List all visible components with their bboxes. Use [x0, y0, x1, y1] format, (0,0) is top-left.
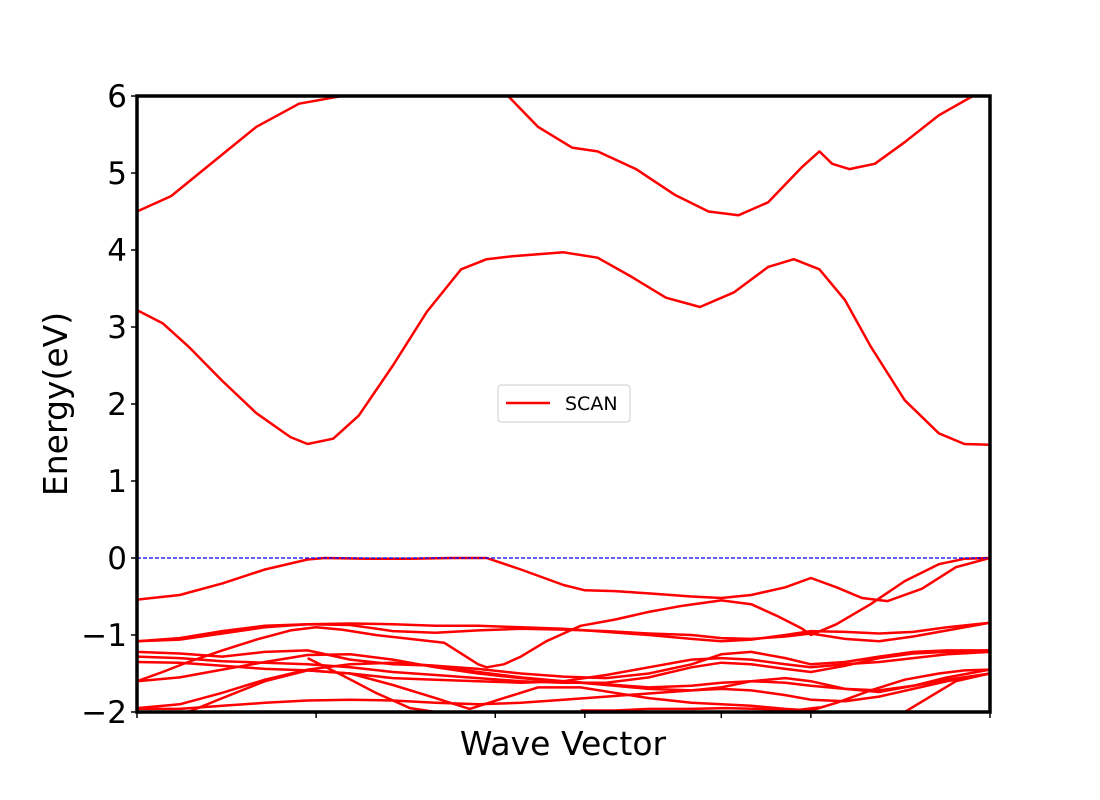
- y-tick-label: 5: [107, 156, 127, 192]
- y-tick-label: −2: [81, 695, 127, 731]
- band-line-15: [580, 706, 820, 712]
- band-line-0: [137, 96, 342, 213]
- y-tick-label: −1: [81, 618, 127, 654]
- band-line-7: [137, 649, 990, 680]
- y-tick-label: 3: [107, 310, 127, 346]
- band-line-4: [137, 556, 990, 683]
- legend: SCAN: [497, 384, 631, 423]
- band-line-1: [507, 96, 974, 217]
- y-tick-label: 2: [107, 387, 127, 423]
- x-axis-label: Wave Vector: [460, 724, 667, 763]
- x-axis-ticks: [136, 712, 991, 718]
- band-line-12: [137, 672, 990, 711]
- y-axis-label: Energy(eV): [36, 312, 75, 496]
- band-line-6: [137, 621, 990, 643]
- y-tick-label: 4: [107, 233, 127, 269]
- band-line-9: [137, 650, 990, 684]
- y-tick-label: 6: [107, 79, 127, 115]
- band-line-2: [137, 251, 990, 447]
- band-line-16: [904, 672, 990, 712]
- y-tick-label: 0: [107, 541, 127, 577]
- band-line-3: [137, 556, 990, 603]
- legend-box: [497, 384, 631, 423]
- y-tick-label: 1: [107, 464, 127, 500]
- legend-entry-scan: SCAN: [565, 393, 618, 415]
- y-axis-ticks: −2 −1 0 1 2 3 4 5 6: [81, 79, 137, 731]
- band-line-14: [307, 656, 436, 712]
- band-line-13: [187, 668, 990, 712]
- band-lines: [137, 96, 990, 712]
